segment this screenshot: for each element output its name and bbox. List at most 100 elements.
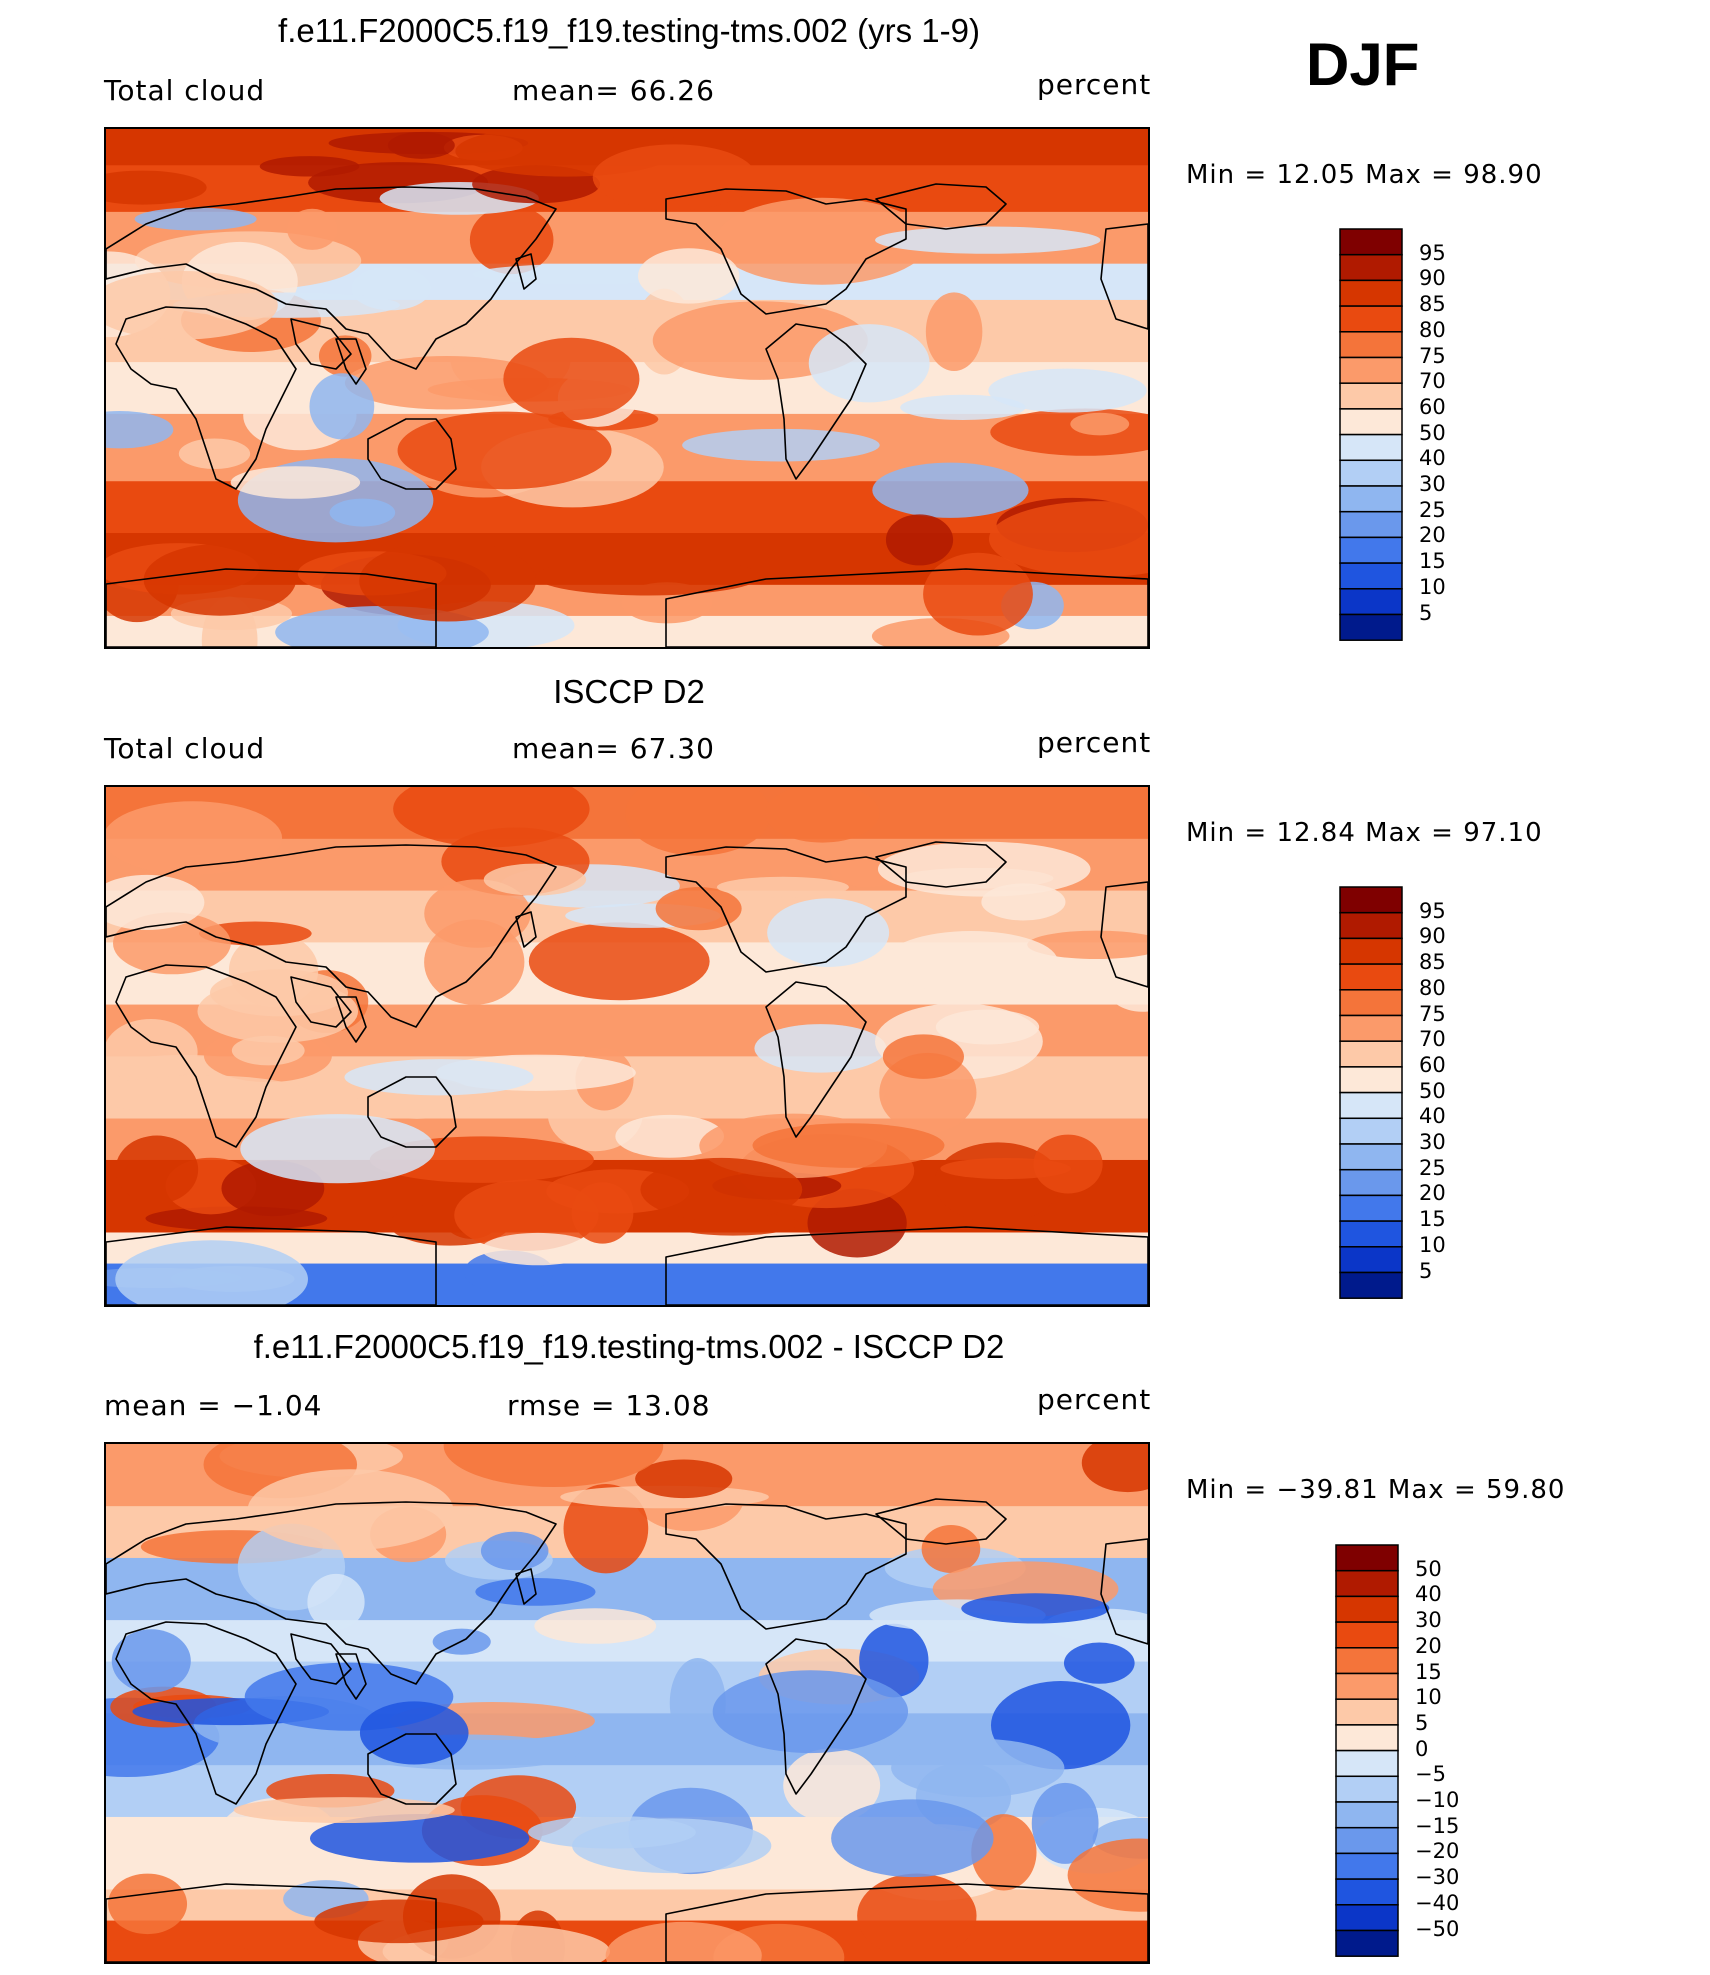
- map-contour-region: [831, 1799, 994, 1878]
- panel-3-title: f.e11.F2000C5.f19_f19.testing-tms.002 - …: [253, 1328, 1005, 1365]
- coastline: [765, 323, 867, 480]
- colorbar-tick-label: −20: [1415, 1839, 1460, 1864]
- colorbar-tick-label: 90: [1419, 924, 1446, 949]
- map-contour-region: [535, 557, 761, 596]
- colorbar-box: [1335, 1672, 1399, 1700]
- map-contour-region: [640, 1157, 803, 1222]
- map-contour-region: [767, 898, 890, 967]
- panel-1-map: [104, 127, 1150, 649]
- map-contour-region: [1063, 1642, 1135, 1684]
- coastline: [1100, 1538, 1148, 1645]
- colorbar-box: [1335, 1595, 1399, 1623]
- coastline: [106, 1226, 437, 1305]
- coastline: [290, 1633, 352, 1685]
- coastline: [765, 981, 867, 1138]
- map-contour-region: [344, 1059, 534, 1096]
- colorbar-box: [1339, 588, 1403, 616]
- colorbar-box: [1335, 1724, 1399, 1752]
- map-contour-region: [230, 466, 361, 499]
- map-contour-region: [605, 1921, 762, 1962]
- season-label: DJF: [1306, 31, 1420, 98]
- map-contour-region: [503, 337, 640, 421]
- colorbar-tick-label: 70: [1419, 1027, 1446, 1052]
- map-contour-region: [877, 841, 1091, 897]
- colorbar-tick-label: 80: [1419, 975, 1446, 1000]
- map-canvas: [106, 1444, 1148, 1962]
- colorbar-tick-label: 20: [1415, 1633, 1442, 1658]
- map-contour-region: [387, 132, 455, 159]
- panel-2-variable-label: Total cloud: [104, 732, 266, 765]
- map-contour-region: [923, 552, 1033, 636]
- colorbar-box: [1339, 408, 1403, 436]
- map-contour-region: [106, 1939, 250, 1962]
- colorbar-box: [1335, 1544, 1399, 1572]
- colorbar-box: [1335, 1929, 1399, 1957]
- map-contour-region: [259, 156, 360, 177]
- colorbar-box: [1339, 1014, 1403, 1042]
- colorbar-box: [1339, 536, 1403, 564]
- colorbar-box: [1339, 886, 1403, 914]
- colorbar-tick-label: 15: [1419, 1207, 1446, 1232]
- map-contour-region: [716, 876, 849, 898]
- map-contour-region: [240, 1114, 435, 1184]
- colorbar-tick-label: 5: [1419, 1258, 1433, 1283]
- panel-3-rmse-label: rmse = 13.08: [507, 1389, 711, 1422]
- colorbar-box: [1335, 1826, 1399, 1855]
- coastline: [115, 1621, 297, 1805]
- map-contour-region: [884, 931, 1059, 993]
- map-contour-region: [925, 292, 983, 371]
- map-contour-region: [857, 1873, 977, 1959]
- colorbar-tick-label: −15: [1415, 1813, 1460, 1838]
- colorbar-box: [1339, 382, 1403, 410]
- colorbar-tick-label: 10: [1419, 1232, 1446, 1257]
- map-contour-region: [115, 1240, 308, 1305]
- colorbar-tick-label: 25: [1419, 1155, 1446, 1180]
- map-contour-region: [359, 1701, 469, 1765]
- map-contour-region: [115, 1135, 199, 1204]
- map-contour-region: [875, 226, 1101, 254]
- colorbar-tick-label: 75: [1419, 343, 1446, 368]
- map-contour-region: [571, 1182, 634, 1244]
- colorbar-tick-label: 15: [1419, 549, 1446, 574]
- map-contour-region: [891, 1738, 1065, 1798]
- colorbar-box: [1339, 305, 1403, 333]
- colorbar-box: [1339, 510, 1403, 539]
- coastline: [1100, 881, 1148, 988]
- colorbar-tick-label: 20: [1419, 523, 1446, 548]
- coastline: [106, 1883, 437, 1962]
- colorbar-boxes: [1339, 228, 1403, 641]
- colorbar-box: [1339, 989, 1403, 1017]
- map-contour-region: [935, 1009, 1040, 1045]
- colorbar-tick-label: 40: [1415, 1582, 1442, 1607]
- map-contour-region: [592, 144, 757, 211]
- coastline: [335, 1653, 367, 1700]
- coastline: [106, 1501, 557, 1685]
- map-contour-region: [359, 540, 536, 622]
- coastline: [115, 306, 297, 490]
- colorbar-tick-label: 80: [1419, 317, 1446, 342]
- panel-1-mean-label: mean= 66.26: [512, 74, 715, 107]
- colorbar-tick-label: −10: [1415, 1788, 1460, 1812]
- colorbar-box: [1339, 253, 1403, 282]
- colorbar-box: [1339, 1220, 1403, 1248]
- map-contour-region: [715, 197, 929, 285]
- colorbar-tick-label: 5: [1419, 600, 1433, 625]
- colorbar-tick-label: 10: [1419, 574, 1446, 599]
- colorbar-tick-label: 25: [1419, 497, 1446, 522]
- map-contour-region: [988, 501, 1148, 577]
- colorbar-tick-label: −5: [1415, 1762, 1446, 1787]
- map-contour-region: [231, 1035, 305, 1066]
- map-contour-region: [111, 1629, 191, 1693]
- panel-2-minmax: Min = 12.84 Max = 97.10: [1186, 818, 1543, 848]
- panel-2-title: ISCCP D2: [553, 673, 705, 710]
- colorbar-tick-label: 40: [1419, 446, 1446, 471]
- coastline: [515, 911, 537, 948]
- panel-3-units-label: percent: [1037, 1383, 1152, 1416]
- map-contour-region: [307, 1573, 365, 1631]
- colorbar-box: [1339, 1194, 1403, 1222]
- coastline: [335, 338, 367, 385]
- colorbar-tick-label: −40: [1415, 1890, 1460, 1915]
- map-contour-region: [1031, 1782, 1099, 1864]
- colorbar-box: [1339, 1040, 1403, 1068]
- map-contour-region: [287, 208, 338, 250]
